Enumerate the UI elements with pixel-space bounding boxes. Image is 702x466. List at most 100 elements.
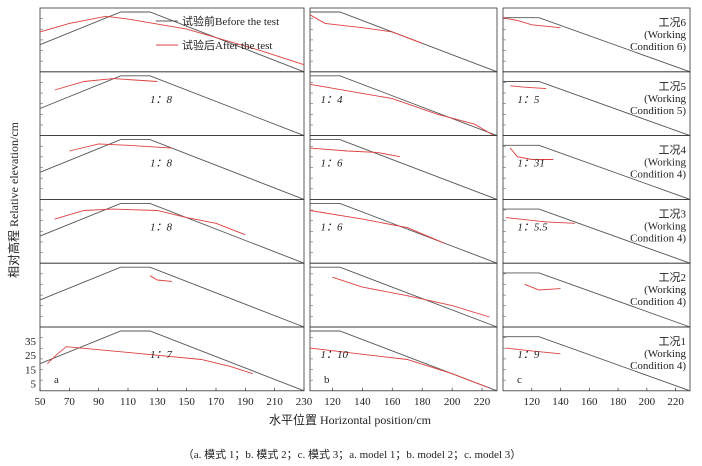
condition-text: 工况1 bbox=[659, 335, 687, 348]
x-axis-title: 水平位置 Horizontal position/cm bbox=[269, 412, 432, 427]
y-tick-label: 5 bbox=[31, 379, 37, 391]
x-tick-label: 230 bbox=[296, 396, 313, 408]
before-profile-line bbox=[310, 75, 498, 137]
slope-ratio-label: 1：6 bbox=[320, 158, 342, 170]
panel-r6-c1: 1：7 bbox=[39, 326, 305, 392]
panel-r6-c2: 1：10 bbox=[309, 326, 498, 392]
before-profile-line bbox=[39, 139, 305, 200]
slope-ratio-label: 1：8 bbox=[150, 94, 172, 106]
after-profile-line bbox=[509, 147, 554, 160]
x-tick-label: 50 bbox=[35, 396, 47, 408]
condition-text: Condition 4) bbox=[630, 232, 686, 244]
slope-ratio-label: 1：10 bbox=[320, 349, 348, 361]
y-axis-title: 相对高程 Relative elevation/cm bbox=[6, 121, 21, 278]
panel-r3-c2: 1：6 bbox=[309, 135, 498, 200]
y-tick-label: 25 bbox=[25, 350, 37, 362]
panel-frame bbox=[39, 71, 305, 137]
after-profile-line bbox=[332, 276, 490, 318]
x-tick-label: 160 bbox=[384, 396, 401, 408]
x-tick-label: 180 bbox=[414, 396, 431, 408]
column-letter-b: b bbox=[324, 374, 330, 386]
panel-frame bbox=[39, 326, 305, 392]
condition-text: (Working bbox=[644, 348, 686, 360]
slope-ratio-label: 1：8 bbox=[150, 221, 172, 233]
x-tick-label: 120 bbox=[324, 396, 341, 408]
legend-label-before: 试验前Before the test bbox=[182, 14, 279, 28]
x-tick-label: 110 bbox=[120, 396, 137, 408]
y-tick-label: 15 bbox=[25, 364, 37, 376]
column-letter-a: a bbox=[54, 374, 59, 386]
after-profile-line bbox=[46, 346, 253, 375]
after-profile-line bbox=[309, 83, 495, 136]
after-profile-line bbox=[505, 347, 561, 355]
before-profile-line bbox=[503, 272, 691, 328]
condition-text: Condition 4) bbox=[630, 296, 686, 308]
slope-ratio-label: 1：7 bbox=[150, 349, 172, 361]
panel-r3-c3: 1：31 bbox=[502, 135, 691, 200]
slope-ratio-label: 1：8 bbox=[150, 158, 172, 170]
panel-r6-c3: 1：9 bbox=[502, 326, 691, 392]
panel-r1-c2 bbox=[309, 7, 498, 73]
legend-label-after: 试验后After the test bbox=[182, 38, 272, 52]
condition-text: (Working bbox=[644, 284, 686, 296]
after-profile-line bbox=[502, 17, 561, 29]
before-profile-line bbox=[39, 330, 305, 392]
x-tick-label: 90 bbox=[93, 396, 105, 408]
x-tick-label: 150 bbox=[178, 396, 195, 408]
before-profile-line bbox=[503, 144, 691, 200]
before-profile-line bbox=[503, 208, 691, 264]
condition-text: Condition 4) bbox=[630, 360, 686, 372]
after-profile-line bbox=[39, 15, 305, 66]
panel-frame bbox=[39, 135, 305, 200]
before-profile-line bbox=[39, 75, 305, 137]
before-profile-line bbox=[310, 11, 498, 73]
panel-r2-c3: 1：5 bbox=[502, 71, 691, 137]
panel-r2-c1: 1：8 bbox=[39, 71, 305, 137]
condition-text: Condition 4) bbox=[630, 169, 686, 181]
slope-ratio-label: 1：4 bbox=[320, 94, 342, 106]
condition-text: (Working bbox=[644, 220, 686, 232]
panel-r5-c1 bbox=[39, 262, 305, 328]
condition-text: (Working bbox=[644, 93, 686, 105]
x-tick-label: 140 bbox=[552, 396, 569, 408]
after-profile-line bbox=[309, 210, 445, 244]
after-profile-line bbox=[309, 147, 400, 158]
panel-frame bbox=[309, 7, 498, 73]
x-tick-label: 140 bbox=[354, 396, 371, 408]
condition-text: Condition 5) bbox=[630, 105, 686, 117]
panel-r5-c2 bbox=[309, 262, 498, 328]
x-tick-label: 180 bbox=[610, 396, 627, 408]
after-profile-line bbox=[54, 208, 246, 236]
panel-frame bbox=[39, 198, 305, 264]
before-profile-line bbox=[310, 202, 498, 264]
after-profile-line bbox=[309, 14, 423, 44]
before-profile-line bbox=[503, 81, 691, 137]
column-letter-c: c bbox=[517, 374, 522, 386]
x-tick-label: 210 bbox=[266, 396, 283, 408]
condition-text: (Working bbox=[644, 157, 686, 169]
after-profile-line bbox=[524, 283, 561, 291]
after-profile-line bbox=[149, 275, 173, 282]
figure-caption: （a. 模式 1；b. 模式 2；c. 模式 3；a. model 1；b. m… bbox=[183, 448, 522, 461]
before-profile-line bbox=[503, 336, 691, 392]
panel-r3-c1: 1：8 bbox=[39, 135, 305, 200]
slope-ratio-label: 1：9 bbox=[517, 349, 539, 361]
condition-text: 工况5 bbox=[659, 80, 687, 93]
x-tick-label: 190 bbox=[237, 396, 254, 408]
after-profile-line bbox=[309, 347, 490, 389]
condition-text: Condition 6) bbox=[630, 41, 686, 53]
before-profile-line bbox=[39, 11, 305, 73]
after-profile-line bbox=[505, 217, 575, 224]
panel-r4-c2: 1：6 bbox=[309, 198, 498, 264]
before-profile-line bbox=[39, 266, 305, 328]
before-profile-line bbox=[39, 202, 305, 264]
slope-ratio-label: 1：6 bbox=[320, 221, 342, 233]
x-tick-label: 170 bbox=[208, 396, 225, 408]
